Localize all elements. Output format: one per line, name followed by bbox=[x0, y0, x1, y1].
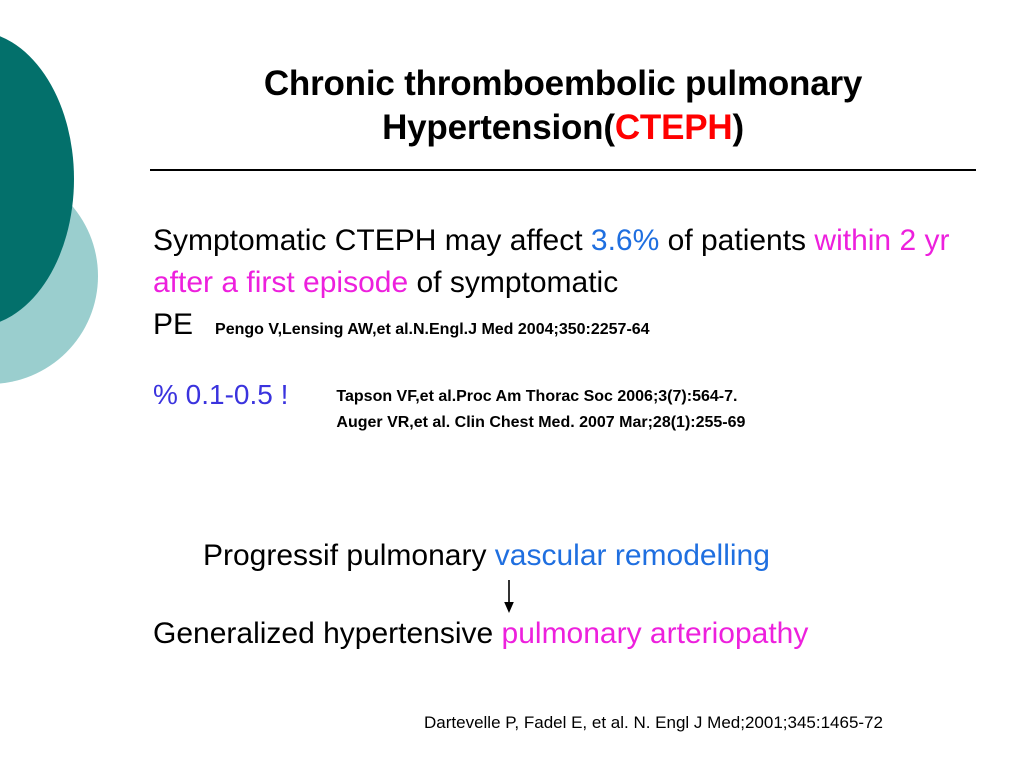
progression-line-1: Progressif pulmonary vascular remodellin… bbox=[153, 536, 973, 576]
body-segment-5: of symptomatic PE bbox=[153, 266, 619, 341]
progression-line-1-highlight: vascular remodelling bbox=[494, 539, 770, 572]
down-arrow-icon bbox=[504, 580, 514, 613]
title-acronym-highlight: CTEPH bbox=[614, 108, 733, 147]
percent-citation-2: Auger VR,et al. Clin Chest Med. 2007 Mar… bbox=[336, 414, 746, 431]
slide-title: Chronic thromboembolic pulmonary Hyperte… bbox=[150, 62, 976, 150]
body-timeframe-highlight: within 2 yr after a first episode bbox=[153, 224, 950, 299]
progression-line-2-plain: Generalized hypertensive bbox=[153, 617, 502, 650]
progression-line-2: Generalized hypertensive pulmonary arter… bbox=[153, 614, 973, 654]
title-suffix: ) bbox=[732, 108, 744, 147]
progression-arrow-row bbox=[153, 576, 973, 614]
body-statistic-value: 3.6% bbox=[590, 224, 660, 257]
progression-line-2-highlight: pulmonary arteriopathy bbox=[501, 617, 809, 650]
progression-block: Progressif pulmonary vascular remodellin… bbox=[153, 536, 973, 654]
title-line-1: Chronic thromboembolic pulmonary bbox=[263, 64, 863, 103]
title-prefix: Hypertension( bbox=[382, 108, 615, 147]
footer-citation: Dartevelle P, Fadel E, et al. N. Engl J … bbox=[424, 713, 883, 732]
progression-line-1-plain: Progressif pulmonary bbox=[203, 539, 495, 572]
body-paragraph: Symptomatic CTEPH may affect 3.6% of pat… bbox=[153, 220, 973, 346]
body-citation: Pengo V,Lensing AW,et al.N.Engl.J Med 20… bbox=[215, 321, 650, 338]
body-segment-3: of patients bbox=[659, 224, 815, 257]
title-divider-rule bbox=[150, 169, 976, 171]
percent-citation-list: Tapson VF,et al.Proc Am Thorac Soc 2006;… bbox=[336, 384, 745, 436]
body-segment-1: Symptomatic CTEPH may affect bbox=[153, 224, 591, 257]
percent-range-value: % 0.1-0.5 ! bbox=[153, 379, 289, 410]
percent-range-block: % 0.1-0.5 ! Tapson VF,et al.Proc Am Thor… bbox=[153, 378, 745, 436]
title-line-2: Hypertension(CTEPH) bbox=[150, 106, 976, 150]
percent-citation-1: Tapson VF,et al.Proc Am Thorac Soc 2006;… bbox=[336, 388, 738, 405]
